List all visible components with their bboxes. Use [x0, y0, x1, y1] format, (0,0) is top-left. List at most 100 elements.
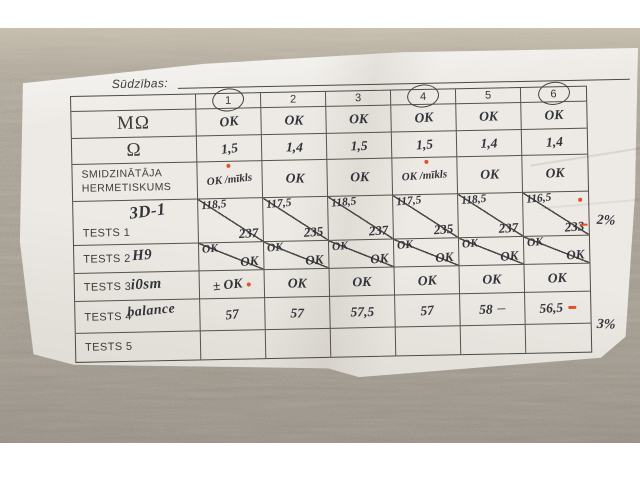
red-dot-mark	[226, 163, 231, 168]
cell-ohm-6: 1,4	[521, 128, 588, 156]
cell-ohm-5: 1,4	[456, 129, 523, 158]
row-label-tests4: TESTS 4 balance	[75, 299, 201, 334]
upper-value: OK	[396, 238, 414, 252]
upper-value: OK	[331, 239, 349, 254]
handwritten-value: 1,5	[219, 139, 239, 157]
lower-value: OK	[304, 251, 324, 268]
column-header-3: 3	[325, 90, 392, 107]
cell-hermetiskums-6: OK	[522, 154, 589, 193]
lower-value: 233	[563, 218, 585, 235]
form-ink-layer: Sūdzības: 1 2 3 4 5 6 MΩ OK OK OK OK OK …	[0, 28, 640, 443]
row-label-text: TESTS 5	[84, 340, 133, 354]
cell-tests1-6: 116,5 233	[523, 192, 589, 237]
pencil-dash-mark	[497, 308, 506, 310]
handwritten-note: i0sm	[130, 275, 162, 294]
handwritten-value: 57	[224, 305, 240, 322]
cell-tests3-5: OK	[459, 264, 526, 295]
cell-tests2-6: OK OK	[523, 235, 590, 265]
handwritten-value: OK	[413, 109, 434, 126]
lower-value: 237	[237, 224, 259, 242]
row-label-text: TESTS 2	[83, 252, 131, 266]
cell-tests5-5	[460, 324, 527, 355]
cell-tests3-1: ± OK	[199, 270, 266, 300]
handwritten-value: OK	[547, 269, 567, 286]
cell-hermetiskums-2: OK	[262, 159, 329, 199]
column-header-4: 4	[390, 82, 457, 110]
cell-hermetiskums-5: OK	[457, 155, 524, 195]
lower-value: 237	[497, 219, 519, 236]
cell-ohm-4: 1,5	[391, 131, 458, 159]
cell-mohm-3: OK	[326, 105, 392, 134]
red-dot-mark	[424, 159, 429, 164]
handwritten-note: H9	[131, 246, 153, 265]
margin-note-tests4: 3%	[596, 316, 616, 333]
cell-mohm-5: OK	[456, 102, 522, 132]
lower-value: 235	[432, 220, 454, 238]
red-dash-mark	[579, 223, 588, 226]
cell-tests4-3: 57,5	[330, 295, 396, 329]
lower-value: OK	[434, 248, 454, 266]
cell-ohm-2: 1,4	[261, 133, 328, 162]
upper-value: OK	[201, 242, 219, 256]
cell-tests1-3: 118,5 237	[328, 195, 394, 241]
column-number: 2	[289, 93, 297, 106]
upper-value: 118,5	[330, 195, 357, 210]
lower-value: OK	[369, 250, 389, 267]
upper-value: 118,5	[460, 192, 487, 208]
handwritten-value: OK	[218, 112, 239, 130]
handwritten-value: OK /mīkls	[401, 168, 448, 184]
row-label-hermetiskums: SMIDZINĀTĀJA HERMETISKUMS	[72, 162, 199, 202]
handwritten-value: OK	[284, 112, 304, 128]
photo-background-surface: Sūdzības: 1 2 3 4 5 6 MΩ OK OK OK OK OK …	[0, 28, 640, 443]
handwritten-value: 56,5	[539, 299, 564, 316]
upper-value: 117,5	[265, 196, 292, 211]
cell-tests5-6	[526, 324, 592, 353]
handwritten-note: 3D-1	[128, 199, 167, 223]
handwritten-value: 58	[478, 301, 493, 317]
test-results-table: 1 2 3 4 5 6 MΩ OK OK OK OK OK OK Ω 1,5 1…	[70, 79, 593, 363]
upper-value: OK	[526, 236, 544, 250]
handwritten-value: OK	[350, 169, 370, 185]
cell-tests5-4	[395, 326, 462, 356]
cell-tests4-5: 58	[460, 292, 526, 327]
cell-hermetiskums-4: OK /mīkls	[392, 157, 459, 196]
column-number: 3	[354, 92, 362, 105]
upper-value: OK	[461, 237, 479, 251]
handwritten-value: 57	[420, 301, 435, 318]
lower-value: OK	[239, 252, 259, 270]
cell-tests1-4: 117,5 235	[393, 194, 459, 240]
cell-mohm-2: OK	[261, 106, 327, 136]
lower-value: 235	[302, 223, 324, 240]
upper-value: 116,5	[525, 191, 552, 206]
row-label-tests2: TESTS 2 H9	[74, 243, 200, 274]
handwritten-value: 57	[290, 304, 305, 321]
cell-tests2-2: OK OK	[263, 240, 330, 271]
cell-mohm-4: OK	[391, 104, 457, 133]
cell-ohm-1: 1,5	[196, 135, 263, 163]
handwritten-note: balance	[126, 301, 176, 321]
cell-tests3-2: OK	[264, 268, 331, 299]
column-number: 5	[484, 89, 492, 102]
upper-value: 117,5	[395, 194, 422, 209]
upper-value: 118,5	[200, 198, 227, 213]
cell-tests3-6: OK	[524, 263, 591, 293]
upper-value: OK	[266, 241, 284, 255]
cell-tests2-3: OK OK	[328, 239, 395, 269]
handwritten-value: 1,4	[285, 138, 303, 155]
row-label-text: TESTS 3	[83, 280, 132, 294]
cell-tests4-2: 57	[265, 296, 331, 331]
handwritten-value: OK	[287, 274, 307, 291]
lower-value: OK	[565, 246, 585, 263]
row-label-text: Ω	[126, 139, 142, 161]
handwritten-value: ± OK	[211, 274, 243, 293]
column-header-1: 1	[195, 86, 262, 114]
red-dash-mark	[568, 306, 577, 309]
row-label-text: TESTS 1	[82, 226, 131, 240]
column-header-5: 5	[455, 87, 522, 105]
cell-tests2-5: OK OK	[458, 236, 525, 267]
column-header-6: 6	[520, 79, 587, 107]
cell-tests1-5: 118,5 237	[458, 192, 524, 239]
margin-note-tests1: 2%	[596, 212, 616, 229]
row-label-text: TESTS 4	[84, 310, 132, 324]
